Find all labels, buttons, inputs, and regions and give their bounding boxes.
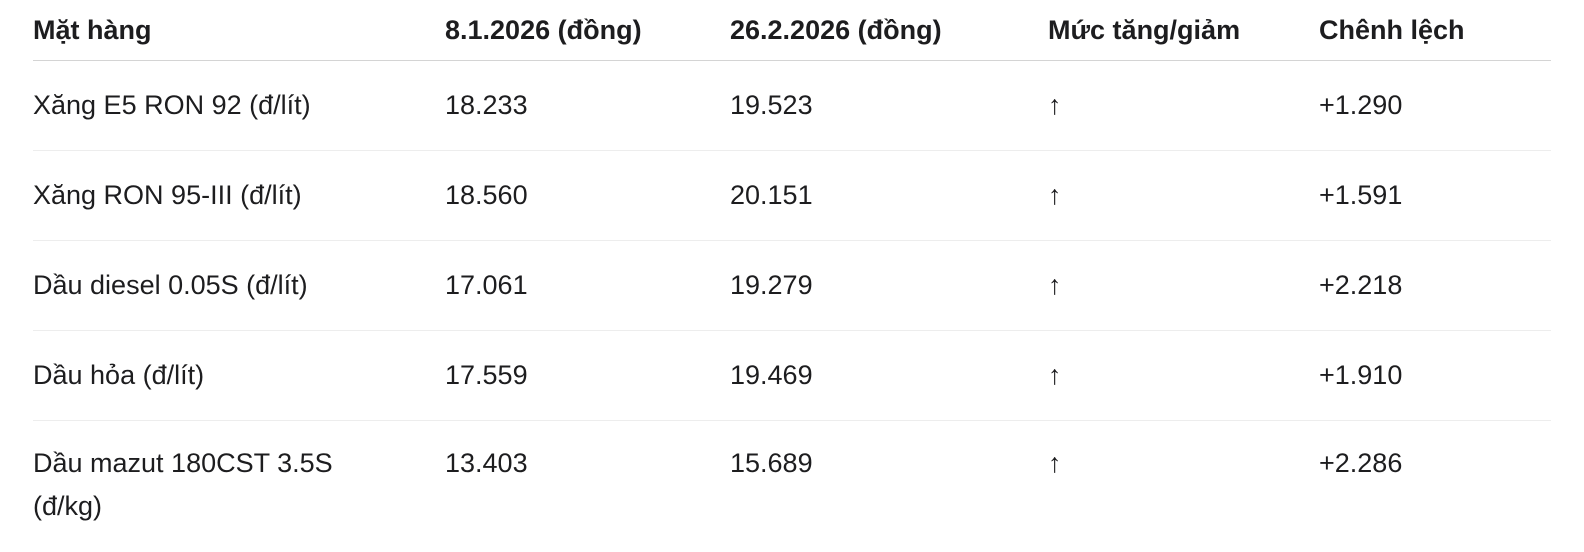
price-feb-cell: 15.689: [730, 448, 813, 478]
price-jan-cell: 18.233: [445, 90, 528, 120]
up-arrow-icon: ↑: [1048, 180, 1062, 210]
item-cell: Dầu hỏa (đ/lít): [33, 360, 205, 390]
item-cell: Dầu mazut 180CST 3.5S (đ/kg): [33, 448, 333, 521]
price-feb-cell: 19.469: [730, 360, 813, 390]
col-header-diff: Chênh lệch: [1319, 14, 1465, 45]
fuel-price-table: Mặt hàng 8.1.2026 (đồng) 26.2.2026 (đồng…: [33, 0, 1551, 552]
item-cell: Dầu diesel 0.05S (đ/lít): [33, 270, 308, 300]
diff-cell: +1.290: [1319, 90, 1403, 120]
diff-cell: +2.286: [1319, 448, 1403, 478]
diff-cell: +2.218: [1319, 270, 1403, 300]
col-header-item: Mặt hàng: [33, 14, 152, 45]
up-arrow-icon: ↑: [1048, 90, 1062, 120]
item-cell: Xăng RON 95-III (đ/lít): [33, 180, 302, 210]
price-jan-cell: 17.061: [445, 270, 528, 300]
diff-cell: +1.591: [1319, 180, 1403, 210]
diff-cell: +1.910: [1319, 360, 1403, 390]
table-row: Xăng E5 RON 92 (đ/lít) 18.233 19.523 ↑ +…: [33, 61, 1551, 151]
price-feb-cell: 19.523: [730, 90, 813, 120]
col-header-price-jan: 8.1.2026 (đồng): [445, 14, 642, 45]
item-cell: Xăng E5 RON 92 (đ/lít): [33, 90, 311, 120]
table-row: Xăng RON 95-III (đ/lít) 18.560 20.151 ↑ …: [33, 151, 1551, 241]
up-arrow-icon: ↑: [1048, 360, 1062, 390]
price-jan-cell: 18.560: [445, 180, 528, 210]
price-jan-cell: 13.403: [445, 448, 528, 478]
up-arrow-icon: ↑: [1048, 270, 1062, 300]
table-row: Dầu diesel 0.05S (đ/lít) 17.061 19.279 ↑…: [33, 241, 1551, 331]
table-row: Dầu mazut 180CST 3.5S (đ/kg) 13.403 15.6…: [33, 421, 1551, 552]
price-feb-cell: 20.151: [730, 180, 813, 210]
table-header-row: Mặt hàng 8.1.2026 (đồng) 26.2.2026 (đồng…: [33, 0, 1551, 61]
up-arrow-icon: ↑: [1048, 448, 1062, 478]
col-header-trend: Mức tăng/giảm: [1048, 14, 1241, 45]
price-jan-cell: 17.559: [445, 360, 528, 390]
table-row: Dầu hỏa (đ/lít) 17.559 19.469 ↑ +1.910: [33, 331, 1551, 421]
price-feb-cell: 19.279: [730, 270, 813, 300]
col-header-price-feb: 26.2.2026 (đồng): [730, 14, 942, 45]
